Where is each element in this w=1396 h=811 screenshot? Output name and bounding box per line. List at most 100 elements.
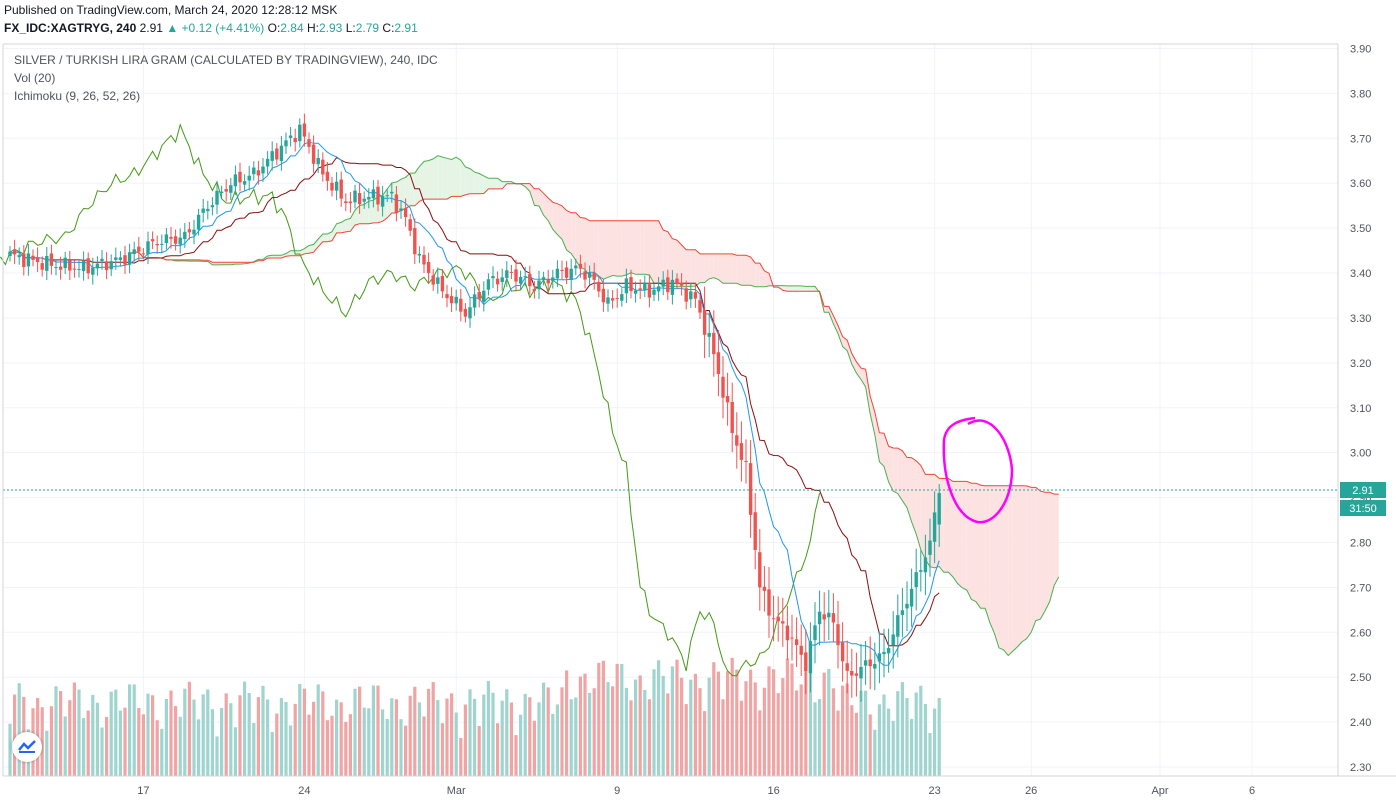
candle [684, 280, 688, 310]
legend-title[interactable]: SILVER / TURKISH LIRA GRAM (CALCULATED B… [14, 53, 438, 67]
volume-bar [463, 704, 467, 776]
symbol-label[interactable]: FX_IDC:XAGTRYG, 240 [4, 21, 137, 35]
volume-bar [546, 687, 550, 776]
candle [109, 254, 113, 277]
candle [679, 273, 684, 296]
candle [735, 412, 739, 469]
volume-bar [8, 723, 12, 776]
volume-bar [900, 682, 904, 776]
cloud-segment [824, 306, 829, 313]
volume-bar [836, 710, 840, 776]
candlestick-series[interactable] [8, 113, 941, 702]
candle [574, 258, 578, 276]
candle-body [394, 194, 399, 213]
cloud-segment [690, 249, 696, 287]
cloud-segment [700, 253, 705, 283]
volume-bar [482, 694, 486, 776]
volume-bar [542, 682, 546, 776]
candle [827, 589, 831, 641]
candle [486, 273, 491, 296]
candle-body [702, 309, 707, 335]
candle-body [840, 642, 845, 662]
candle-body [896, 615, 900, 637]
candle-body [275, 148, 279, 160]
volume-bar [417, 702, 421, 776]
volume-bar [183, 688, 187, 776]
legend-ichimoku[interactable]: Ichimoku (9, 26, 52, 26) [14, 89, 140, 103]
volume-bar [59, 691, 63, 776]
cloud-segment [985, 485, 990, 623]
volume-bar [63, 716, 67, 776]
volume-bar [578, 676, 582, 776]
candle-body [68, 260, 72, 271]
volume-bar [160, 728, 164, 776]
cloud-segment [870, 396, 875, 435]
candle-body [132, 249, 136, 255]
cloud-segment [575, 212, 581, 268]
cloud-segment [723, 253, 728, 284]
volume-bar [454, 712, 458, 776]
candle [463, 303, 468, 323]
candle-body [348, 201, 353, 204]
cloud-segment [856, 361, 861, 380]
volume-bar [146, 693, 150, 776]
candle-body [794, 639, 799, 646]
candle [307, 132, 311, 154]
cloud-segment [304, 245, 309, 254]
candle [247, 165, 251, 191]
volume-bar [445, 698, 449, 776]
last-price: 2.91 [139, 21, 163, 35]
volume-bar [220, 708, 224, 776]
candle-body [725, 396, 730, 403]
candle-body [716, 352, 721, 375]
cloud-segment [801, 285, 806, 292]
candle [551, 269, 555, 289]
legend-volume[interactable]: Vol (20) [14, 71, 55, 85]
candle-body [173, 236, 178, 244]
cloud-segment [953, 481, 958, 584]
open-value: 2.84 [280, 21, 304, 35]
candle-body [436, 277, 440, 284]
time-tick-label: 24 [298, 785, 310, 797]
volume-bar [772, 669, 776, 776]
cloud-segment [451, 157, 457, 197]
price-axis[interactable]: 3.90 3.80 3.70 3.60 3.50 3.40 3.30 3.20 3.10 3.00… [1350, 43, 1371, 774]
candle [242, 174, 247, 192]
candle-body [440, 275, 445, 292]
chart-grid [3, 44, 1338, 776]
candle-body [620, 294, 624, 301]
cloud-segment [483, 175, 489, 194]
candle [302, 113, 307, 147]
cloud-segment [718, 253, 723, 284]
cloud-segment [939, 478, 944, 573]
cloud-segment [442, 157, 447, 200]
volume-bar [601, 660, 605, 776]
candle [909, 568, 914, 627]
volume-bar [749, 669, 753, 776]
candle [712, 310, 716, 377]
cloud-segment [741, 255, 746, 286]
price-tick-label: 2.50 [1350, 672, 1371, 684]
volume-bar [905, 698, 909, 776]
candle-body [293, 138, 297, 143]
candle-body [610, 298, 615, 301]
cloud-segment [805, 286, 811, 292]
candle-body [633, 290, 638, 294]
candle [541, 271, 546, 286]
candle [403, 198, 408, 227]
candle-body [449, 296, 454, 304]
candle [919, 550, 923, 592]
candle [495, 271, 500, 292]
price-tick-label: 2.60 [1350, 627, 1371, 639]
candle [661, 271, 665, 296]
low-label: L: [345, 21, 356, 35]
candle [790, 614, 794, 661]
volume-bar [132, 684, 136, 776]
volume-bar [450, 693, 454, 776]
volume-bar [647, 699, 651, 776]
candle [482, 281, 486, 312]
time-axis[interactable]: 17 24 Mar 9 16 23 26 Apr 6 [137, 785, 1255, 797]
cloud-segment [677, 240, 682, 287]
volume-bar [293, 703, 297, 776]
